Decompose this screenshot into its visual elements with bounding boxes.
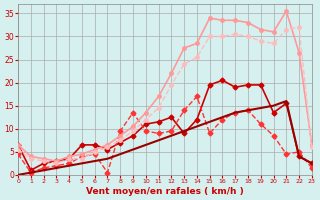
X-axis label: Vent moyen/en rafales ( km/h ): Vent moyen/en rafales ( km/h ) <box>86 187 244 196</box>
